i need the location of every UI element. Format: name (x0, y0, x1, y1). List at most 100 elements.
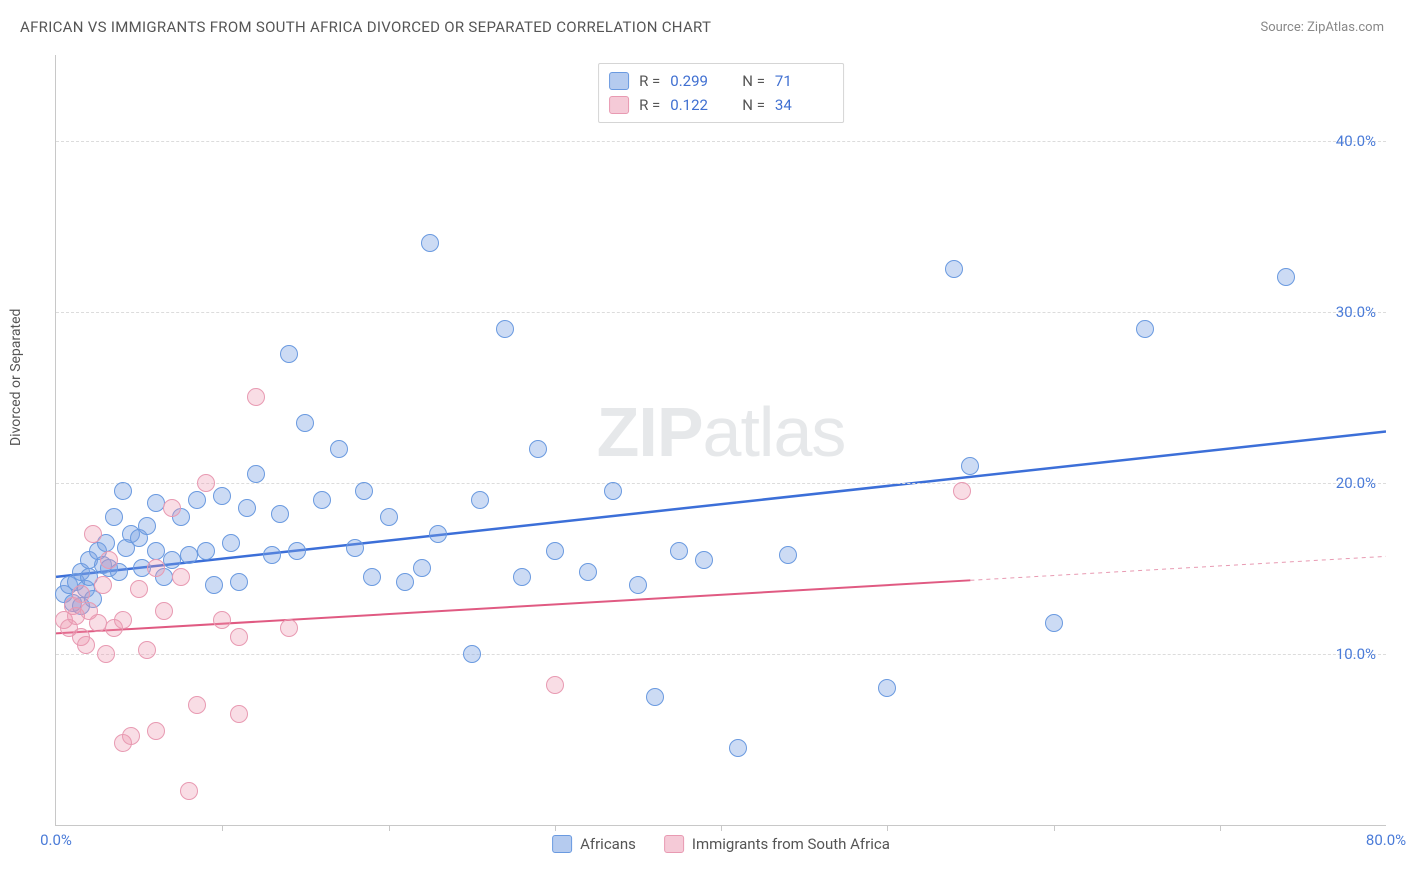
data-point-immigrants_sa (114, 611, 132, 629)
data-point-africans (288, 542, 306, 560)
data-point-africans (205, 576, 223, 594)
data-point-africans (188, 491, 206, 509)
data-point-africans (147, 494, 165, 512)
data-point-africans (579, 563, 597, 581)
data-point-immigrants_sa (172, 568, 190, 586)
data-point-immigrants_sa (155, 602, 173, 620)
watermark-bold: ZIP (597, 393, 703, 471)
data-point-immigrants_sa (122, 727, 140, 745)
x-tick-mark (721, 825, 722, 831)
data-point-africans (878, 679, 896, 697)
y-tick-label: 30.0% (1336, 303, 1376, 321)
data-point-immigrants_sa (953, 482, 971, 500)
gridline-h (56, 312, 1386, 313)
data-point-immigrants_sa (188, 696, 206, 714)
data-point-africans (197, 542, 215, 560)
x-tick-mark (222, 825, 223, 831)
n-label: N = (742, 94, 765, 116)
chart-title: AFRICAN VS IMMIGRANTS FROM SOUTH AFRICA … (20, 18, 711, 36)
data-point-immigrants_sa (280, 619, 298, 637)
y-tick-label: 20.0% (1336, 474, 1376, 492)
data-point-africans (945, 260, 963, 278)
data-point-africans (695, 551, 713, 569)
data-point-africans (604, 482, 622, 500)
x-tick-mark (555, 825, 556, 831)
data-point-africans (330, 440, 348, 458)
data-point-africans (280, 345, 298, 363)
x-tick-mark (1220, 825, 1221, 831)
data-point-africans (263, 546, 281, 564)
watermark-rest: atlas (703, 393, 846, 471)
data-point-immigrants_sa (77, 636, 95, 654)
data-point-africans (363, 568, 381, 586)
data-point-africans (1045, 614, 1063, 632)
data-point-africans (646, 688, 664, 706)
data-point-africans (471, 491, 489, 509)
data-point-immigrants_sa (546, 676, 564, 694)
data-point-immigrants_sa (230, 705, 248, 723)
data-point-immigrants_sa (230, 628, 248, 646)
data-point-africans (163, 551, 181, 569)
data-point-africans (296, 414, 314, 432)
correlation-legend: R = 0.299 N = 71 R = 0.122 N = 34 (598, 63, 844, 123)
data-point-africans (670, 542, 688, 560)
data-point-immigrants_sa (94, 576, 112, 594)
data-point-immigrants_sa (180, 782, 198, 800)
data-point-africans (1136, 320, 1154, 338)
data-point-immigrants_sa (163, 499, 181, 517)
data-point-africans (779, 546, 797, 564)
trend-line (56, 580, 970, 633)
series-legend: Africans Immigrants from South Africa (552, 835, 890, 853)
data-point-immigrants_sa (147, 722, 165, 740)
data-point-africans (380, 508, 398, 526)
legend-label-africans: Africans (580, 835, 636, 853)
n-value-africans: 71 (775, 70, 829, 92)
data-point-africans (629, 576, 647, 594)
data-point-immigrants_sa (247, 388, 265, 406)
x-tick-mark (887, 825, 888, 831)
data-point-immigrants_sa (130, 580, 148, 598)
data-point-immigrants_sa (84, 525, 102, 543)
x-tick-label: 80.0% (1366, 831, 1406, 849)
legend-row-africans: R = 0.299 N = 71 (609, 70, 829, 92)
legend-item-immigrants: Immigrants from South Africa (664, 835, 890, 853)
legend-label-immigrants: Immigrants from South Africa (692, 835, 890, 853)
data-point-immigrants_sa (213, 611, 231, 629)
data-point-immigrants_sa (97, 645, 115, 663)
data-point-africans (238, 499, 256, 517)
r-label: R = (639, 94, 660, 116)
data-point-immigrants_sa (197, 474, 215, 492)
legend-swatch-pink (664, 835, 684, 853)
data-point-africans (429, 525, 447, 543)
legend-swatch-pink (609, 96, 629, 114)
data-point-africans (213, 487, 231, 505)
data-point-africans (222, 534, 240, 552)
data-point-africans (546, 542, 564, 560)
data-point-africans (496, 320, 514, 338)
data-point-africans (421, 234, 439, 252)
data-point-africans (346, 539, 364, 557)
scatter-plot-area: ZIPatlas R = 0.299 N = 71 R = 0.122 N = … (55, 55, 1386, 826)
source-prefix: Source: (1260, 20, 1307, 35)
r-value-africans: 0.299 (670, 70, 724, 92)
x-tick-mark (389, 825, 390, 831)
data-point-africans (147, 542, 165, 560)
y-axis-label: Divorced or Separated (8, 309, 24, 446)
data-point-immigrants_sa (100, 551, 118, 569)
data-point-africans (961, 457, 979, 475)
legend-row-immigrants: R = 0.122 N = 34 (609, 94, 829, 116)
data-point-africans (247, 465, 265, 483)
data-point-africans (313, 491, 331, 509)
r-label: R = (639, 70, 660, 92)
data-point-africans (729, 739, 747, 757)
n-value-immigrants: 34 (775, 94, 829, 116)
data-point-immigrants_sa (89, 614, 107, 632)
data-point-africans (396, 573, 414, 591)
data-point-africans (180, 546, 198, 564)
data-point-immigrants_sa (72, 585, 90, 603)
n-label: N = (742, 70, 765, 92)
y-tick-label: 10.0% (1336, 645, 1376, 663)
data-point-immigrants_sa (138, 641, 156, 659)
data-point-africans (230, 573, 248, 591)
source-link[interactable]: ZipAtlas.com (1307, 20, 1384, 35)
